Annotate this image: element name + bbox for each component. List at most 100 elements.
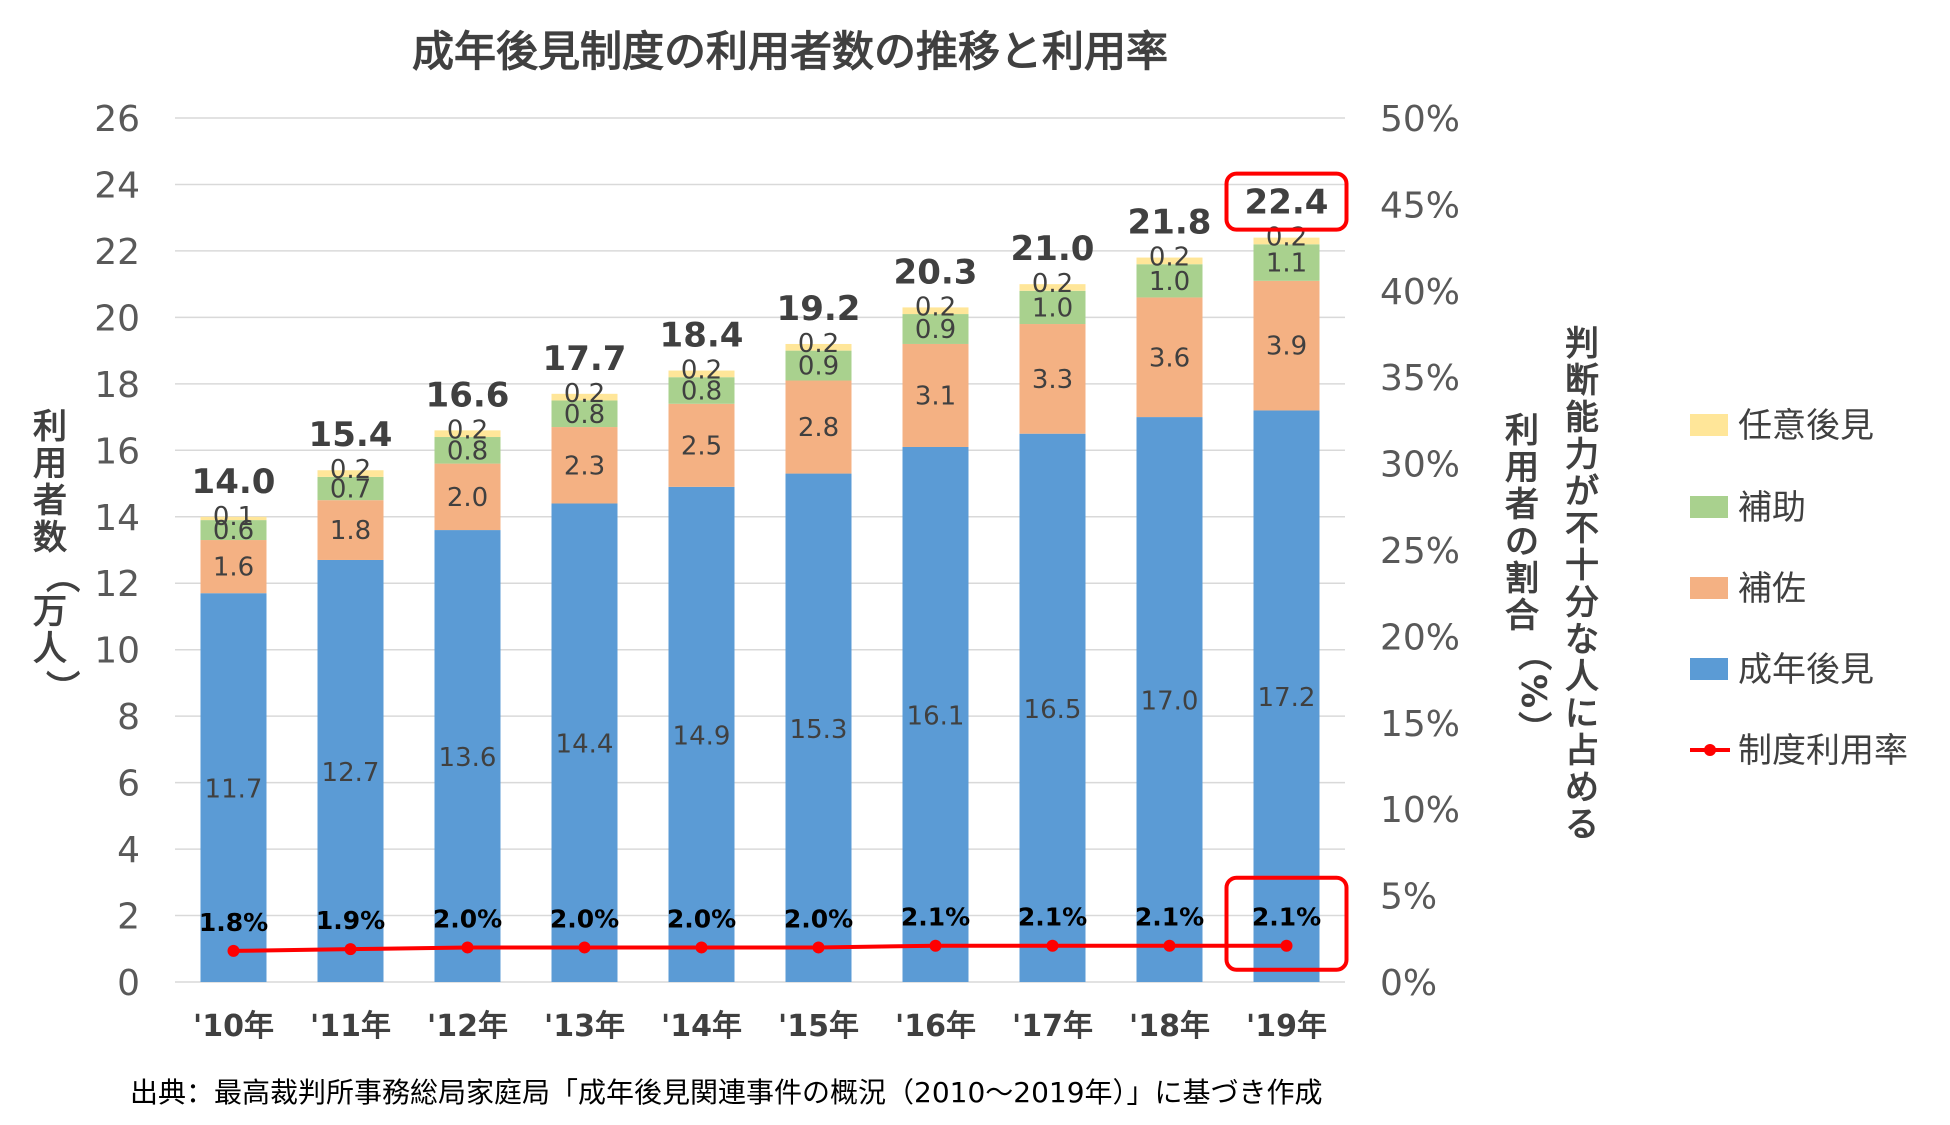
segment-label: 1.8 [330,516,371,546]
segment-label: 1.0 [1149,267,1190,297]
rate-point [1163,939,1176,952]
total-label: 14.0 [192,462,276,502]
bar-segment-nini [317,470,384,477]
x-tick-label: '12年 [427,1009,508,1044]
segment-label: 0.9 [798,352,839,382]
rate-label: 2.1% [901,903,970,932]
source-note: 出典：最高裁判所事務総局家庭局「成年後見関連事件の概況（2010〜2019年）」… [130,1076,1323,1109]
bar-segment-seikoken [434,530,501,982]
rate-label: 2.1% [1135,903,1204,932]
y-axis-label-char: 人 [33,629,67,669]
bar-segment-seikoken [1136,417,1203,983]
segment-label: 0.2 [681,356,722,386]
bar-segment-hojo [200,520,267,541]
y2-axis-label-line1-char: 不 [1565,509,1599,549]
highlight-boxes [1224,171,1349,972]
total-label: 17.7 [543,339,627,379]
legend-label: 任意後見 [1738,406,1874,446]
bar-segment-seikoken [200,593,267,982]
segment-label: 16.1 [907,701,965,731]
y-tick-label: 2 [117,897,140,938]
segment-label: 2.5 [681,431,722,461]
y2-axis-label-line1-char: 判 [1565,324,1599,364]
segment-label: 3.6 [1149,343,1190,373]
y-tick-label: 8 [117,697,140,738]
y2-axis-label-line2-char: % [1513,674,1553,708]
segment-label: 2.3 [564,451,605,481]
segment-labels: 11.71.60.60.112.71.80.70.213.62.00.80.21… [205,223,1316,805]
y2-axis-label-line2-char: （ [1513,637,1553,671]
segment-label: 1.1 [1266,249,1307,279]
y2-axis-label-line1-char: 力 [1565,435,1599,475]
y2-tick-label: 40% [1380,272,1460,313]
bar-segment-hosa [902,343,969,447]
segment-label: 11.7 [205,775,263,805]
segment-label: 0.2 [447,415,488,445]
y-axis-label-char: ） [41,670,81,704]
segment-label: 13.6 [439,743,497,773]
rate-line-path [233,943,1287,953]
rate-line: 1.8% 1.9% 2.0% 2.0% 2.0% 2.0% 2.1% 2.1% 2.1% 2.1% [199,903,1321,957]
y-axis-label: 利用者数（万人） [33,407,81,704]
highlight-total-box [1224,171,1349,232]
segment-label: 2.0 [447,483,488,513]
bar-segment-nini [668,370,735,378]
total-label: 20.3 [894,252,978,292]
segment-label: 15.3 [790,715,848,745]
bar-segment-hojo [434,437,501,464]
bar-segment-nini [200,516,267,521]
y-tick-label: 22 [94,232,140,273]
bar-segment-nini [785,343,852,351]
y2-axis-label-line1-char: な [1565,620,1599,660]
bar-segment-hojo [668,377,735,404]
segment-label: 3.1 [915,381,956,411]
bar-segment-hojo [1253,244,1320,281]
legend-swatch [1690,414,1728,436]
y-axis-label-char: 者 [33,481,67,521]
segment-label: 0.8 [447,436,488,466]
y2-axis-label-line1-char: 能 [1565,398,1599,438]
rate-point [461,941,474,954]
y-tick-label: 14 [94,498,140,539]
segment-label: 17.0 [1141,687,1199,717]
segment-label: 0.2 [1266,223,1307,253]
y2-tick-label: 45% [1380,185,1460,226]
x-tick-label: '17年 [1012,1009,1093,1044]
segment-label: 1.0 [1032,293,1073,323]
bar-segment-nini [902,307,969,315]
legend-line-marker [1704,744,1716,756]
y2-axis-label-line2-char: の [1505,522,1539,562]
y-tick-label: 16 [94,431,140,472]
y2-tick-label: 15% [1380,704,1460,745]
segment-label: 0.2 [1149,243,1190,273]
segment-label: 12.7 [322,758,380,788]
y-axis-label-char: 万 [33,592,67,632]
rate-label: 2.0% [667,904,736,933]
rate-label: 1.9% [316,906,385,935]
bar-segment-hosa [785,380,852,474]
x-tick-label: '11年 [310,1009,391,1044]
x-tick-label: '15年 [778,1009,859,1044]
bar-segment-nini [1019,284,1086,291]
y-tick-label: 4 [117,830,140,871]
y2-axis-label-line1-char: る [1565,805,1599,845]
segment-label: 14.4 [556,730,614,760]
bar-segment-hojo [1019,290,1086,325]
bar-segment-seikoken [551,503,618,982]
bar-segment-hosa [1019,324,1086,434]
x-tick-label: '13年 [544,1009,625,1044]
bar-segment-hosa [200,540,267,594]
rate-point [578,941,591,954]
y2-axis-label-line1-char: 十 [1565,546,1599,586]
legend-label: 補助 [1738,488,1806,528]
segment-label: 0.9 [915,315,956,345]
bar-segment-nini [1253,237,1320,245]
y-axis-label-char: 数 [33,518,67,558]
bar-segment-hojo [902,314,969,344]
rate-label: 1.8% [199,908,268,937]
bar-segment-hosa [317,500,384,560]
rate-point [1046,939,1059,952]
